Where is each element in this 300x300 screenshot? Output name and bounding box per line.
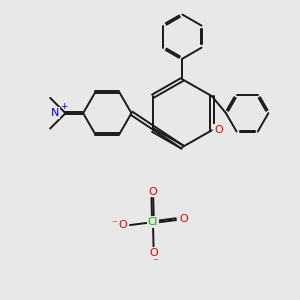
Text: O: O [118, 220, 127, 230]
Text: ⁻: ⁻ [111, 219, 117, 229]
Text: N: N [51, 108, 60, 118]
Text: O: O [179, 214, 188, 224]
Text: O: O [148, 187, 157, 196]
Text: O: O [214, 125, 223, 135]
Text: +: + [61, 102, 68, 111]
Text: O: O [149, 248, 158, 258]
Text: ⁻: ⁻ [152, 257, 158, 268]
Text: Cl: Cl [148, 217, 158, 227]
